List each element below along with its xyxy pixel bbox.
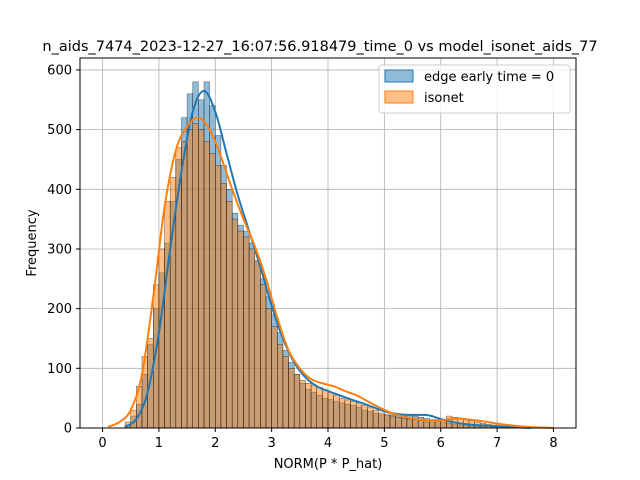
histogram-bar bbox=[322, 389, 329, 429]
kde-lines bbox=[107, 89, 554, 429]
histogram-bar bbox=[333, 394, 340, 429]
y-axis-ticks: 0 100 200 300 400 500 600 bbox=[47, 63, 80, 437]
histogram-bar bbox=[344, 399, 351, 429]
histogram-bar bbox=[215, 165, 222, 429]
histogram-bar bbox=[288, 368, 295, 429]
x-tick-label: 8 bbox=[549, 436, 557, 451]
histogram-bar bbox=[164, 200, 171, 429]
y-axis-label: Frequency bbox=[25, 209, 40, 276]
histogram-bar bbox=[384, 414, 391, 429]
histogram-bar bbox=[277, 344, 284, 429]
histogram-bar bbox=[265, 308, 272, 429]
chart-title: n_aids_7474_2023-12-27_16:07:56.918479_t… bbox=[42, 39, 597, 55]
x-tick-label: 4 bbox=[324, 436, 332, 451]
y-tick-label: 200 bbox=[47, 302, 72, 317]
y-tick-label: 100 bbox=[47, 362, 72, 377]
legend-label-edge: edge early time = 0 bbox=[424, 70, 554, 85]
legend-swatch-isonet bbox=[384, 90, 414, 104]
series-isonet-bars bbox=[124, 123, 532, 429]
legend-box bbox=[378, 64, 571, 114]
histogram-bar bbox=[417, 419, 425, 429]
histogram-bar bbox=[226, 200, 233, 429]
histogram-bar bbox=[395, 417, 402, 429]
histogram-bar bbox=[429, 420, 436, 429]
histogram-bar bbox=[299, 380, 306, 429]
histogram-bar bbox=[372, 409, 379, 429]
y-tick-label: 400 bbox=[47, 183, 72, 198]
y-tick-label: 600 bbox=[47, 63, 72, 78]
histogram-bar bbox=[327, 391, 334, 429]
legend-label-isonet: isonet bbox=[424, 91, 464, 106]
histogram-bar bbox=[203, 141, 210, 429]
histogram-bar bbox=[271, 326, 278, 429]
x-tick-label: 1 bbox=[155, 436, 163, 451]
histogram-bar bbox=[220, 183, 227, 429]
histogram-bar bbox=[355, 402, 363, 429]
histogram-bar bbox=[260, 284, 267, 429]
x-tick-label: 3 bbox=[267, 436, 275, 451]
x-tick-label: 0 bbox=[98, 436, 106, 451]
x-axis-ticks: 0 1 2 3 4 5 6 7 8 bbox=[98, 428, 558, 451]
histogram-bar bbox=[316, 387, 323, 429]
histogram-bar bbox=[231, 218, 239, 429]
histogram-bar bbox=[305, 382, 312, 429]
kde-line-edge bbox=[124, 89, 531, 429]
histogram-bar bbox=[237, 230, 244, 429]
histogram-bar bbox=[293, 374, 301, 429]
x-axis-label: NORM(P * P_hat) bbox=[274, 457, 383, 472]
histogram-bar bbox=[209, 153, 216, 429]
histogram-bar bbox=[412, 419, 419, 429]
y-tick-label: 0 bbox=[64, 422, 72, 437]
histogram-bar bbox=[350, 400, 357, 429]
histogram-bar bbox=[339, 397, 346, 429]
histogram-bar bbox=[423, 420, 430, 429]
histogram-bar bbox=[282, 356, 289, 429]
x-tick-label: 5 bbox=[380, 436, 388, 451]
histogram-bar bbox=[310, 384, 317, 429]
histogram-bar bbox=[243, 236, 250, 429]
histogram-bar bbox=[248, 248, 255, 429]
legend: edge early time = 0 isonet bbox=[378, 64, 571, 114]
y-tick-label: 300 bbox=[47, 242, 72, 257]
histogram-bar bbox=[254, 260, 261, 429]
kde-line-isonet bbox=[107, 116, 554, 429]
histogram-bar bbox=[158, 248, 165, 429]
histogram-bar bbox=[186, 129, 193, 429]
x-tick-label: 7 bbox=[493, 436, 501, 451]
legend-swatch-edge bbox=[384, 69, 414, 83]
histogram-bar bbox=[181, 141, 188, 429]
x-tick-label: 6 bbox=[437, 436, 445, 451]
histogram-bar bbox=[389, 415, 396, 429]
histogram-bar bbox=[401, 418, 408, 429]
x-tick-label: 2 bbox=[211, 436, 219, 451]
y-tick-label: 500 bbox=[47, 123, 72, 138]
histogram-bar bbox=[367, 406, 374, 429]
histogram-bar bbox=[192, 123, 199, 429]
histogram-bar bbox=[378, 412, 385, 429]
histogram-bar bbox=[361, 405, 368, 429]
histogram-bar bbox=[198, 129, 205, 429]
histogram-bar bbox=[406, 418, 413, 429]
